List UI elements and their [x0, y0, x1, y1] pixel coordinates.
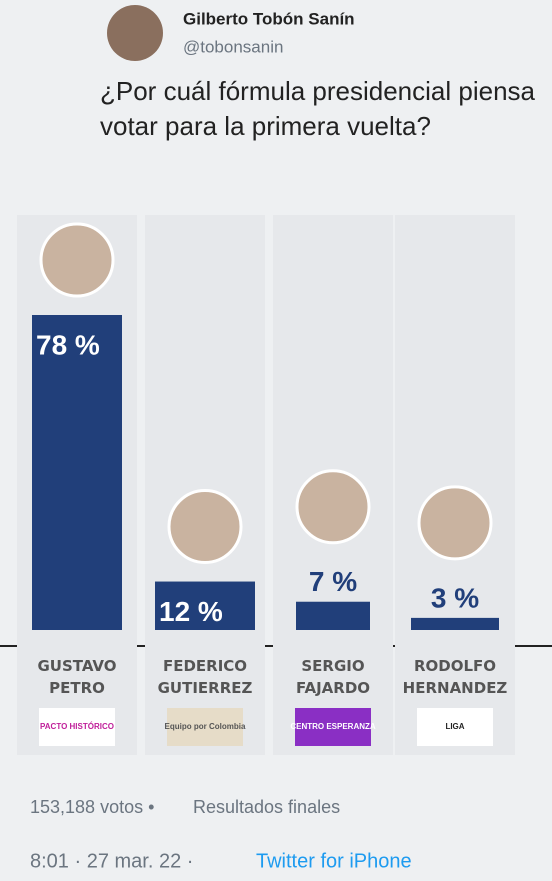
value-label: 78 % — [36, 329, 100, 360]
party-logo — [167, 708, 243, 746]
value-label: 7 % — [309, 566, 357, 597]
party-logo — [417, 708, 493, 746]
category-label: GUSTAVO PETRO — [37, 657, 117, 697]
party-name: CENTRO ESPERANZA — [290, 722, 376, 731]
category-label: RODOLFO HERNANDEZ — [402, 657, 508, 697]
category-box: RODOLFO HERNANDEZ — [402, 657, 508, 697]
party-name: Equipo por Colombia — [165, 722, 246, 731]
avatar[interactable] — [107, 5, 163, 61]
author[interactable]: Gilberto Tobón Sanín — [183, 9, 355, 28]
category-label: FEDERICO GUTIERREZ — [157, 657, 253, 697]
party-name: PACTO HISTÓRICO — [40, 722, 114, 731]
tweet-text: ¿Por cuál fórmula presidencial piensa vo… — [100, 76, 535, 141]
candidate-photo — [39, 222, 115, 298]
value-label: 12 % — [159, 596, 223, 627]
handle[interactable]: @tobonsanin — [183, 37, 283, 56]
bar — [296, 601, 370, 630]
column-bg — [395, 215, 515, 755]
category-box: GUSTAVO PETRO — [37, 657, 117, 697]
column-bg — [145, 215, 265, 755]
party-name: LIGA — [445, 722, 464, 731]
status: Resultados finales — [193, 797, 340, 817]
category-label: SERGIO FAJARDO — [295, 657, 371, 697]
candidate-photo — [167, 489, 243, 565]
candidate-photo — [295, 469, 371, 545]
party-logo — [295, 708, 371, 746]
category-box: SERGIO FAJARDO — [295, 657, 371, 697]
category-box: FEDERICO GUTIERREZ — [157, 657, 253, 697]
bar — [155, 581, 255, 630]
value-label: 3 % — [431, 582, 479, 613]
candidate-photo — [417, 485, 493, 561]
source[interactable]: Twitter for iPhone — [256, 850, 412, 872]
tweet-text-box: ¿Por cuál fórmula presidencial piensa vo… — [100, 76, 535, 141]
bar — [411, 617, 499, 630]
votes: 153,188 votos • — [30, 797, 154, 817]
bar — [32, 315, 122, 630]
party-logo — [39, 708, 115, 746]
time: 8:01 · 27 mar. 22 · — [30, 850, 193, 872]
